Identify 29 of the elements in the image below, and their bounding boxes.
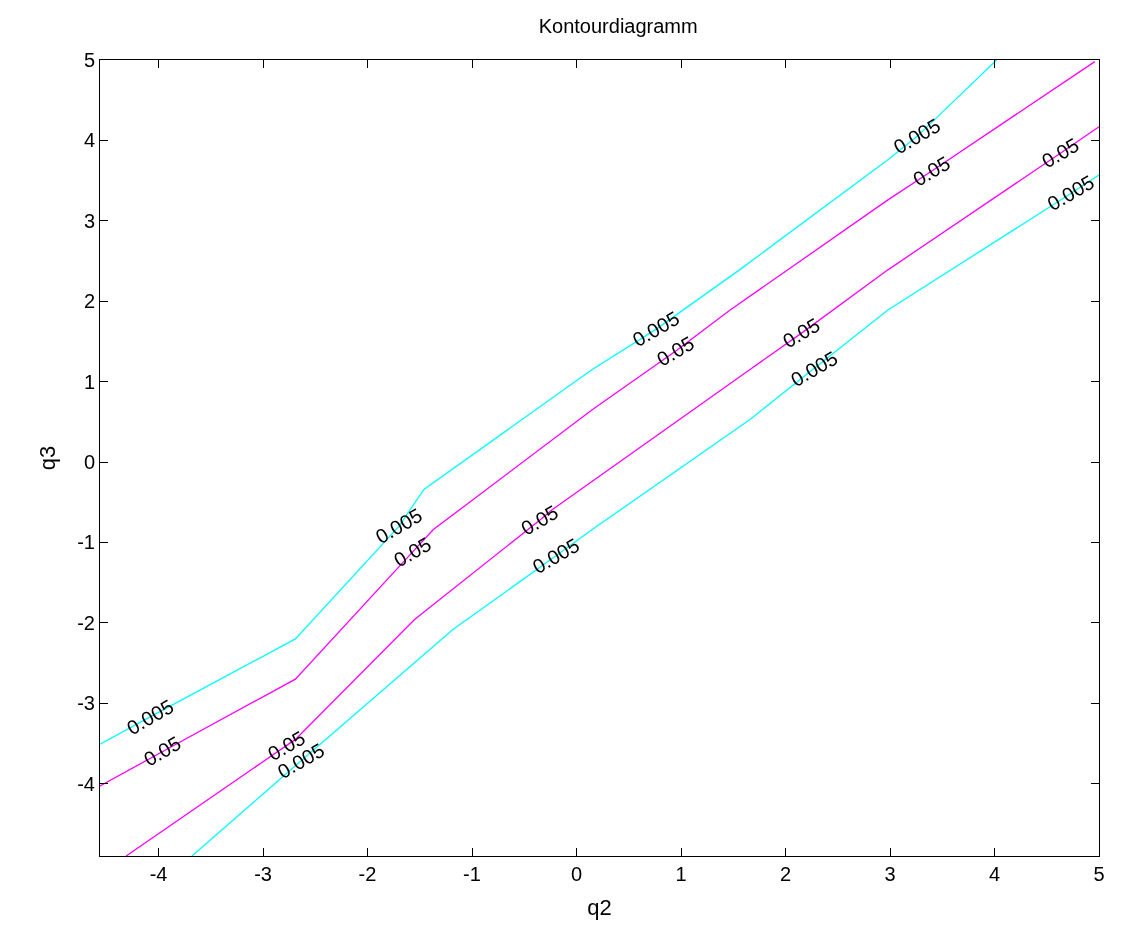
line-series: [100, 60, 1096, 787]
y-tick-label: 0: [83, 451, 95, 474]
x-tick-label: -3: [254, 863, 272, 885]
x-axis-title: q2: [587, 894, 612, 920]
y-tick-label: -1: [77, 531, 95, 554]
x-tick-label: 4: [988, 863, 1001, 885]
y-tick-label: 5: [83, 49, 95, 71]
chart-title: Kontourdiagramm: [538, 14, 698, 37]
x-tick-label: 0: [570, 863, 583, 885]
y-tick-label: 4: [83, 129, 95, 152]
y-tick-label: 2: [83, 290, 95, 313]
annotation: 0.05: [139, 731, 185, 771]
x-tick-label: -4: [149, 863, 168, 885]
y-tick-label: 3: [83, 209, 95, 232]
y-tick-label: -3: [77, 692, 95, 715]
y-axis-title: q3: [35, 445, 60, 471]
x-tick-label: 3: [884, 863, 896, 885]
annotation: 0.05: [909, 151, 954, 191]
x-tick-label: -2: [358, 863, 377, 885]
x-tick-label: 1: [675, 863, 687, 885]
annotation: 0.05: [1037, 133, 1083, 173]
x-tick-label: -1: [463, 863, 481, 885]
y-tick-label: -2: [77, 611, 95, 634]
x-tick-label: 5: [1093, 863, 1105, 885]
annotation: 0.05: [517, 500, 562, 540]
x-tick-label: 2: [779, 863, 792, 885]
y-tick-label: 1: [83, 370, 95, 393]
annotation: 0.05: [778, 313, 824, 353]
y-tick-label: -4: [77, 772, 95, 795]
